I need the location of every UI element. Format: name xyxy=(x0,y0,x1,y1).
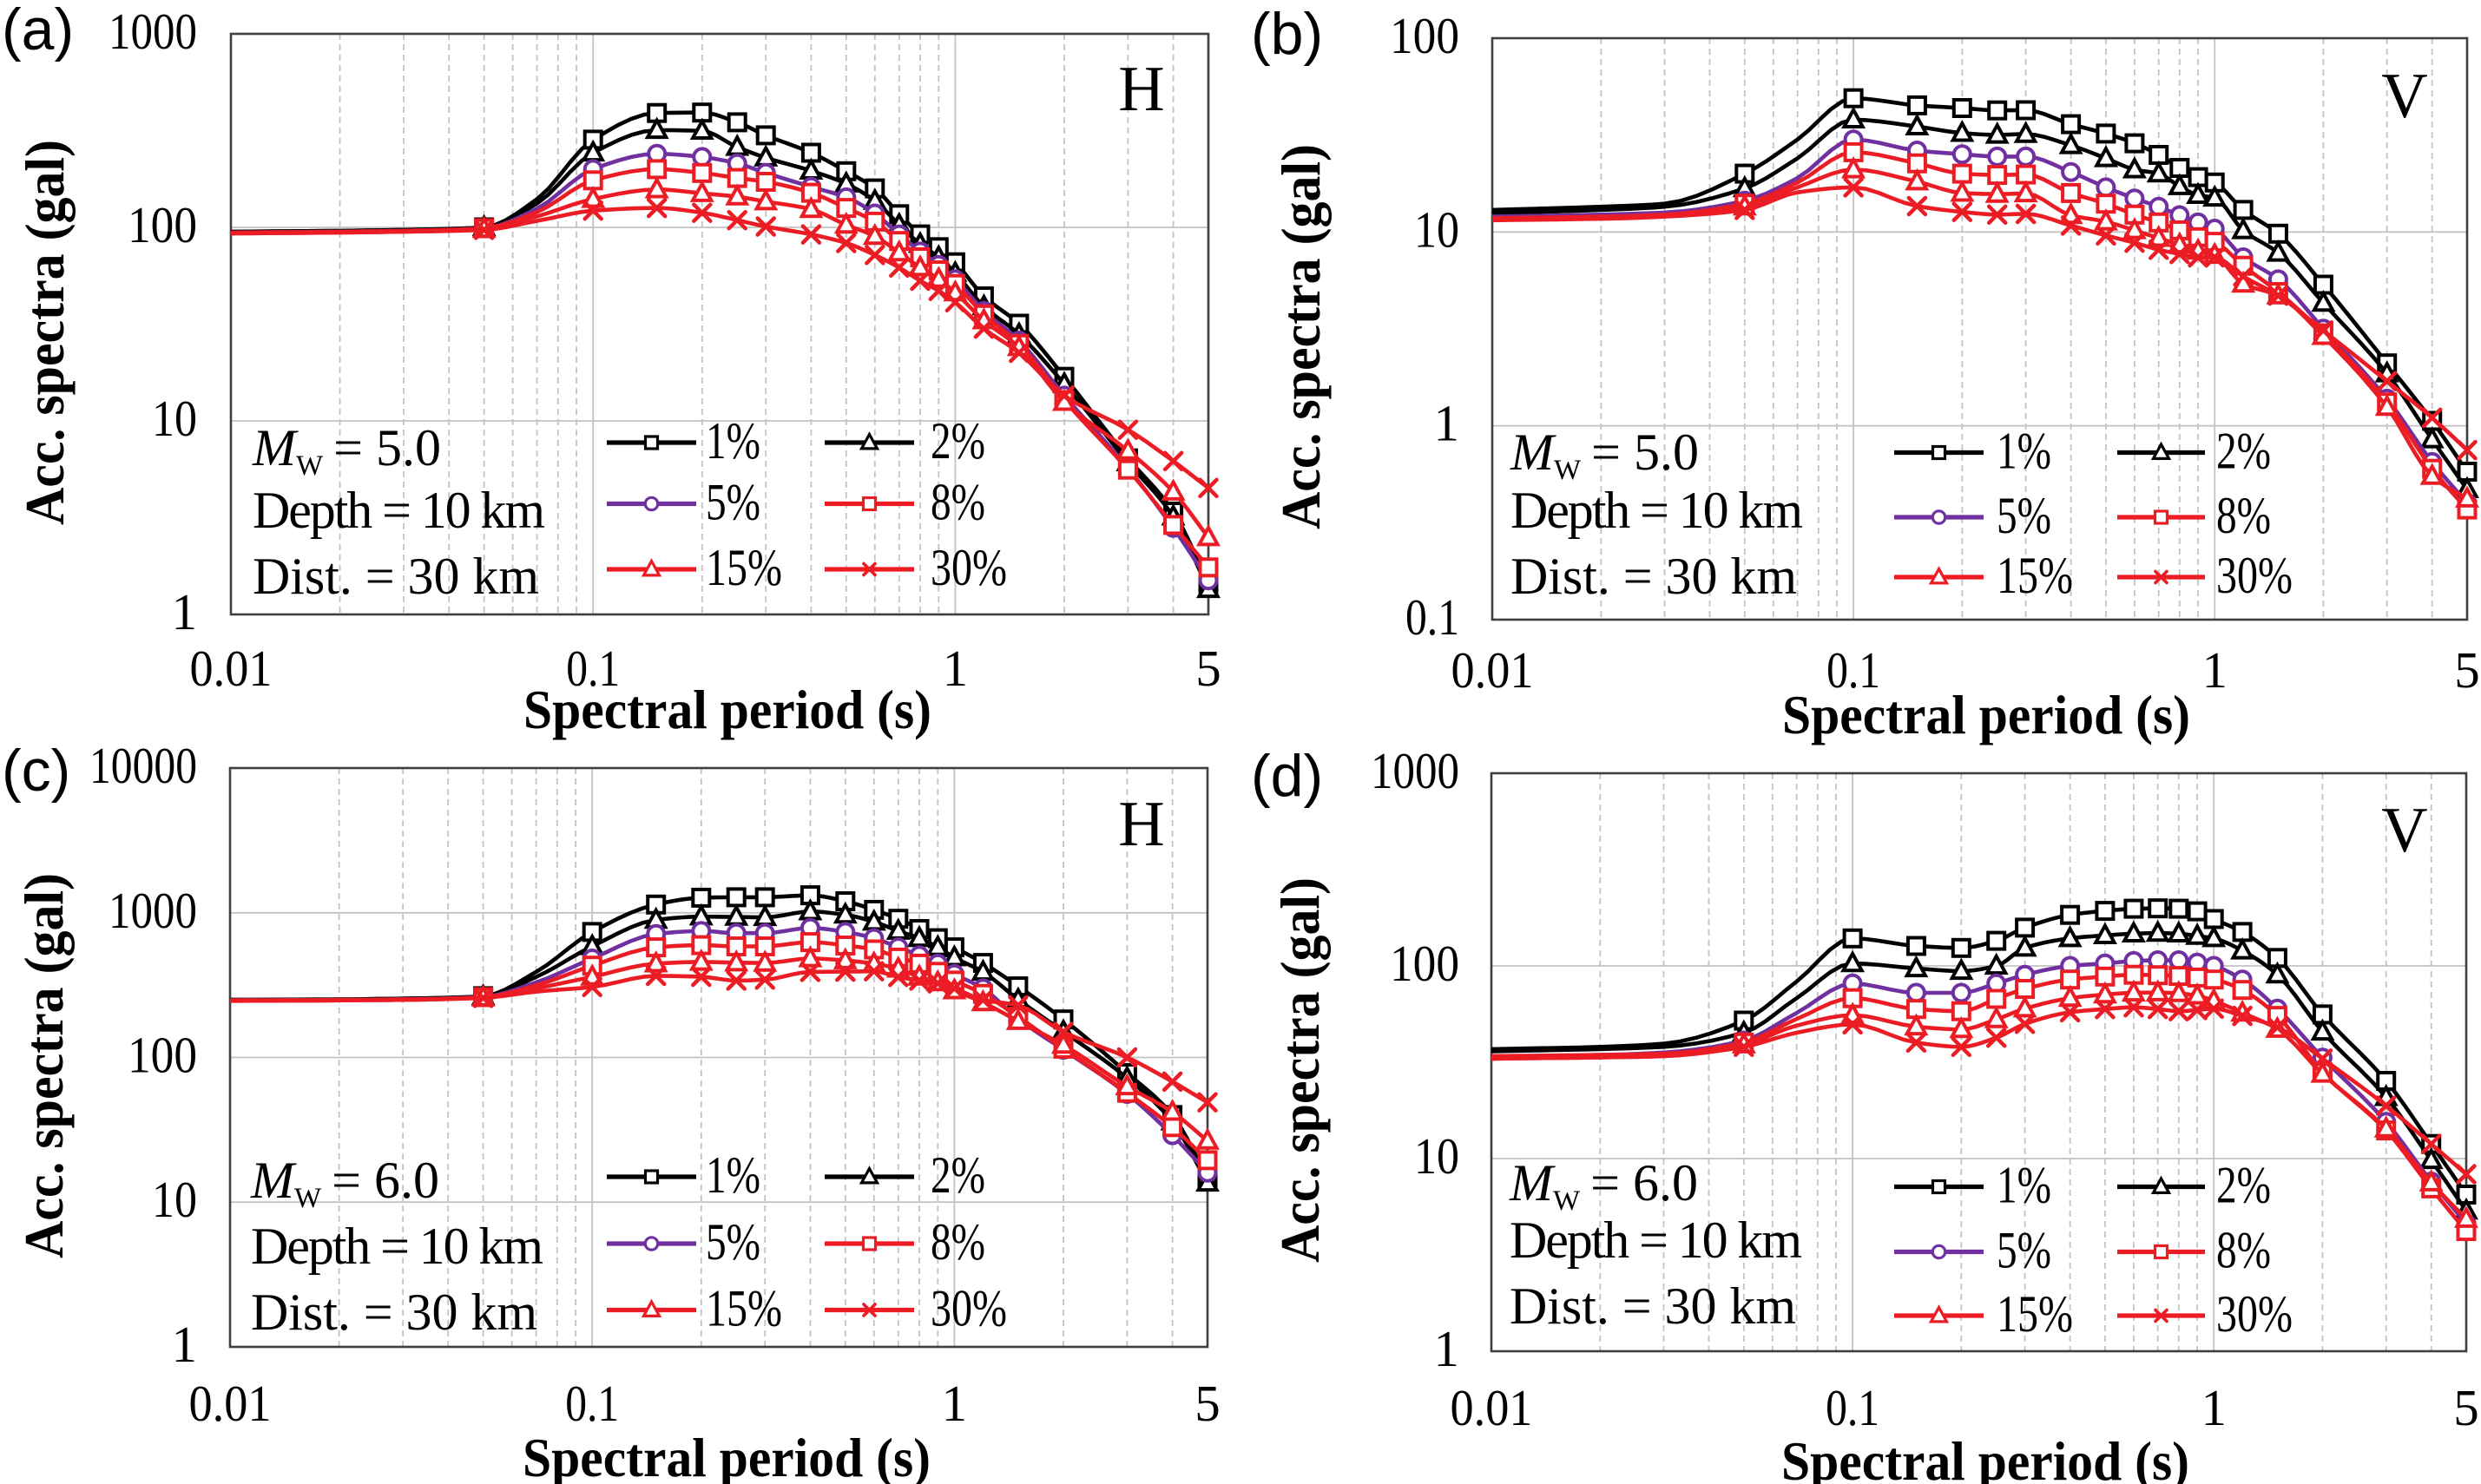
svg-text:1000: 1000 xyxy=(1371,742,1459,799)
svg-text:100: 100 xyxy=(1390,7,1459,64)
svg-text:1%: 1% xyxy=(1997,1157,2051,1214)
svg-text:30%: 30% xyxy=(931,1280,1007,1337)
svg-text:100: 100 xyxy=(1390,935,1459,992)
svg-text:Acc. spectra (gal): Acc. spectra (gal) xyxy=(14,873,75,1258)
svg-text:1%: 1% xyxy=(706,412,760,469)
svg-text:1: 1 xyxy=(172,583,198,640)
svg-text:2%: 2% xyxy=(2216,1157,2271,1214)
svg-text:100: 100 xyxy=(128,1027,197,1084)
svg-text:10: 10 xyxy=(1414,200,1459,258)
svg-text:MW = 6.0: MW = 6.0 xyxy=(1509,1154,1698,1217)
svg-text:Dist. = 30 km: Dist. = 30 km xyxy=(1510,548,1797,605)
svg-text:10000: 10000 xyxy=(89,737,197,794)
svg-text:Dist. = 30 km: Dist. = 30 km xyxy=(1510,1277,1796,1335)
svg-text:Depth = 10 km: Depth = 10 km xyxy=(251,1218,543,1275)
svg-text:0.01: 0.01 xyxy=(1451,1379,1533,1436)
svg-text:30%: 30% xyxy=(931,539,1007,596)
svg-text:10: 10 xyxy=(152,390,197,447)
svg-text:0.1: 0.1 xyxy=(1826,641,1880,699)
svg-text:1%: 1% xyxy=(1997,423,2051,480)
svg-text:MW = 5.0: MW = 5.0 xyxy=(1510,424,1699,486)
svg-text:MW = 5.0: MW = 5.0 xyxy=(252,419,441,482)
svg-text:8%: 8% xyxy=(2216,1222,2271,1279)
svg-text:(b): (b) xyxy=(1251,1,1323,67)
svg-text:5%: 5% xyxy=(706,474,760,531)
svg-text:Spectral period (s): Spectral period (s) xyxy=(523,1428,931,1484)
svg-text:30%: 30% xyxy=(2216,547,2293,604)
svg-text:(d): (d) xyxy=(1251,743,1323,809)
svg-text:0.1: 0.1 xyxy=(1826,1379,1879,1436)
svg-text:MW = 6.0: MW = 6.0 xyxy=(250,1152,439,1214)
svg-text:Dist. = 30 km: Dist. = 30 km xyxy=(251,1284,537,1341)
svg-text:1000: 1000 xyxy=(109,882,197,939)
svg-text:100: 100 xyxy=(128,196,197,253)
svg-text:15%: 15% xyxy=(1997,547,2073,604)
svg-text:0.1: 0.1 xyxy=(566,640,620,697)
svg-text:0.01: 0.01 xyxy=(189,1375,272,1432)
svg-text:30%: 30% xyxy=(2216,1285,2293,1343)
svg-text:2%: 2% xyxy=(931,412,985,469)
svg-text:15%: 15% xyxy=(706,539,782,596)
svg-text:Spectral period (s): Spectral period (s) xyxy=(1781,1431,2189,1484)
svg-text:5%: 5% xyxy=(1997,487,2051,544)
svg-text:V: V xyxy=(2381,795,2427,866)
svg-text:V: V xyxy=(2381,61,2427,132)
svg-text:5%: 5% xyxy=(706,1213,760,1271)
svg-text:8%: 8% xyxy=(931,474,985,531)
svg-text:2%: 2% xyxy=(931,1146,985,1204)
svg-text:Depth = 10 km: Depth = 10 km xyxy=(1510,1211,1802,1269)
svg-text:2%: 2% xyxy=(2216,423,2271,480)
svg-text:Acc. spectra (gal): Acc. spectra (gal) xyxy=(1270,877,1331,1263)
svg-text:5: 5 xyxy=(2454,641,2480,699)
svg-text:8%: 8% xyxy=(2216,487,2271,544)
svg-text:Acc. spectra (gal): Acc. spectra (gal) xyxy=(15,140,76,525)
svg-text:1: 1 xyxy=(2201,641,2228,699)
svg-text:10: 10 xyxy=(1414,1127,1459,1185)
svg-text:1: 1 xyxy=(172,1316,198,1373)
svg-text:1: 1 xyxy=(1434,1320,1460,1377)
svg-text:0.1: 0.1 xyxy=(565,1375,619,1432)
svg-text:1%: 1% xyxy=(706,1146,760,1204)
svg-text:H: H xyxy=(1118,789,1164,860)
svg-text:Spectral period (s): Spectral period (s) xyxy=(1782,685,2190,745)
svg-text:Depth = 10 km: Depth = 10 km xyxy=(1510,482,1803,539)
svg-text:0.1: 0.1 xyxy=(1405,588,1459,646)
svg-text:1000: 1000 xyxy=(109,3,197,60)
svg-text:(a): (a) xyxy=(2,0,74,62)
svg-text:0.01: 0.01 xyxy=(1451,641,1534,699)
svg-text:5%: 5% xyxy=(1997,1222,2051,1279)
svg-text:Spectral period (s): Spectral period (s) xyxy=(523,680,931,740)
svg-text:5: 5 xyxy=(1195,640,1221,697)
svg-text:5: 5 xyxy=(2453,1379,2479,1436)
svg-text:1: 1 xyxy=(2201,1379,2227,1436)
svg-text:15%: 15% xyxy=(706,1280,782,1337)
svg-text:Dist. = 30 km: Dist. = 30 km xyxy=(253,548,539,605)
svg-text:1: 1 xyxy=(943,640,969,697)
svg-text:10: 10 xyxy=(152,1171,197,1228)
svg-text:1: 1 xyxy=(942,1375,968,1432)
svg-text:H: H xyxy=(1118,54,1164,125)
svg-text:1: 1 xyxy=(1434,395,1460,452)
svg-text:5: 5 xyxy=(1194,1375,1221,1432)
svg-text:Acc. spectra (gal): Acc. spectra (gal) xyxy=(1271,144,1332,529)
svg-text:Depth = 10 km: Depth = 10 km xyxy=(253,482,545,539)
svg-text:(c): (c) xyxy=(2,738,70,804)
svg-text:8%: 8% xyxy=(931,1213,985,1271)
svg-text:15%: 15% xyxy=(1997,1285,2073,1343)
svg-text:0.01: 0.01 xyxy=(190,640,273,697)
